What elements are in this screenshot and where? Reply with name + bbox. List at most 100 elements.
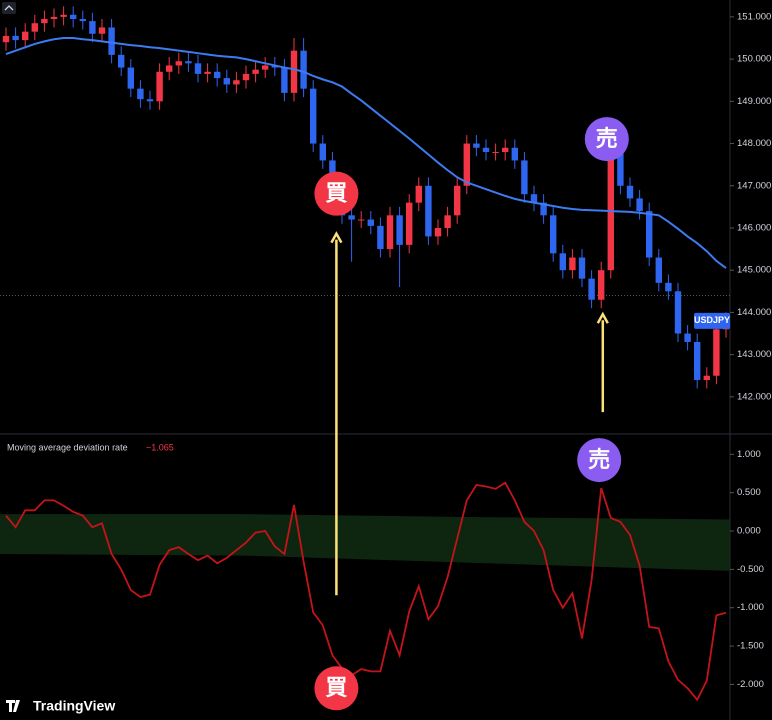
signal-marker: [314, 171, 359, 216]
candle-body: [281, 67, 288, 93]
candle-body: [569, 257, 576, 271]
candle-body: [636, 198, 643, 212]
candle-body: [185, 61, 192, 64]
candle-body: [118, 54, 125, 68]
candle-body: [482, 147, 490, 152]
y-tick-label: 151.000: [737, 11, 771, 22]
candle-body: [559, 253, 566, 271]
candle-body: [214, 71, 221, 79]
candle-body: [386, 215, 394, 250]
moving-average: [5, 36, 727, 269]
candle-body: [319, 143, 326, 161]
candle-body: [607, 143, 614, 271]
y-tick-label: 145.000: [737, 265, 771, 276]
candle-body: [271, 65, 278, 68]
candle-body: [79, 18, 86, 22]
candle-body: [2, 35, 10, 43]
candle-body: [233, 80, 240, 85]
candle-body: [396, 215, 403, 245]
candle-body: [31, 23, 38, 32]
y-tick-label: 143.000: [737, 349, 771, 360]
arrow-head: [596, 311, 609, 324]
candle-body: [444, 215, 451, 228]
candle-body: [713, 329, 720, 376]
indicator-title: Moving average deviation rate: [7, 442, 128, 452]
y-tick-label: -1.000: [737, 602, 764, 613]
candle-body: [578, 257, 586, 279]
candle-body: [617, 143, 624, 186]
y-tick-label: 148.000: [737, 138, 771, 149]
candle-body: [598, 270, 605, 300]
candle-body: [703, 375, 710, 380]
deviation-line: [5, 481, 727, 702]
candle-body: [655, 257, 662, 283]
signal-label: 買: [325, 675, 347, 700]
brand-logo: [6, 700, 20, 712]
candle-body: [406, 202, 413, 245]
candle-body: [252, 69, 259, 74]
candle-body: [415, 185, 422, 203]
y-tick-label: 0.000: [737, 526, 761, 537]
candle-body: [166, 65, 173, 72]
candle-body: [146, 99, 154, 102]
candle-body: [262, 65, 269, 70]
candle-body: [41, 18, 48, 24]
candle-body: [694, 341, 701, 380]
candle-body: [646, 211, 653, 258]
price-tag: [694, 312, 730, 329]
candle-body: [204, 71, 211, 74]
candle-body: [98, 27, 106, 34]
candle-body: [540, 202, 547, 216]
y-tick-label: 1.000: [737, 449, 761, 460]
candle-body: [137, 88, 144, 100]
candle-body: [588, 278, 595, 300]
candle-body: [242, 73, 250, 81]
candle-body: [492, 151, 499, 153]
signal-marker: [577, 438, 622, 483]
signal-marker: [314, 666, 359, 711]
candle-body: [434, 227, 442, 237]
candle-body: [127, 67, 134, 89]
signal-label: 売: [588, 447, 610, 472]
candle-body: [665, 282, 672, 292]
candle-body: [50, 16, 58, 19]
candle-body: [290, 50, 298, 93]
candle-body: [684, 333, 691, 342]
brand-name: TradingView: [33, 698, 115, 714]
y-tick-label: -1.500: [737, 641, 764, 652]
candle-body: [502, 147, 509, 152]
candle-body: [223, 78, 230, 85]
y-tick-label: 0.500: [737, 487, 761, 498]
candle-body: [626, 185, 634, 199]
candle-body: [12, 35, 19, 41]
signal-label: 売: [596, 126, 618, 151]
band: [0, 514, 730, 571]
y-tick-label: 142.000: [737, 391, 771, 402]
candle-body: [89, 21, 96, 34]
candle-body: [175, 61, 182, 66]
candle-body: [473, 143, 480, 148]
candle-body: [425, 185, 432, 237]
collapse-button[interactable]: [2, 2, 16, 14]
candle-body: [194, 63, 202, 74]
y-tick-label: 150.000: [737, 54, 771, 65]
candle-body: [22, 31, 29, 41]
candle-body: [108, 27, 115, 55]
candle-body: [60, 14, 67, 17]
y-tick-label: -0.500: [737, 564, 764, 575]
candle-body: [156, 71, 163, 102]
symbol-label: USDJPY: [694, 315, 730, 325]
candle-body: [300, 50, 307, 89]
candle-body: [511, 147, 518, 161]
y-tick-label: 144.000: [737, 307, 771, 318]
indicator-value: −1.065: [146, 442, 174, 452]
candle-body: [463, 143, 470, 186]
candle-body: [348, 215, 355, 220]
candle-body: [367, 219, 374, 226]
y-tick-label: 147.000: [737, 180, 771, 191]
candle-body: [358, 219, 365, 221]
candle-body: [70, 14, 77, 19]
y-tick-label: -2.000: [737, 679, 764, 690]
candle-body: [530, 194, 538, 203]
